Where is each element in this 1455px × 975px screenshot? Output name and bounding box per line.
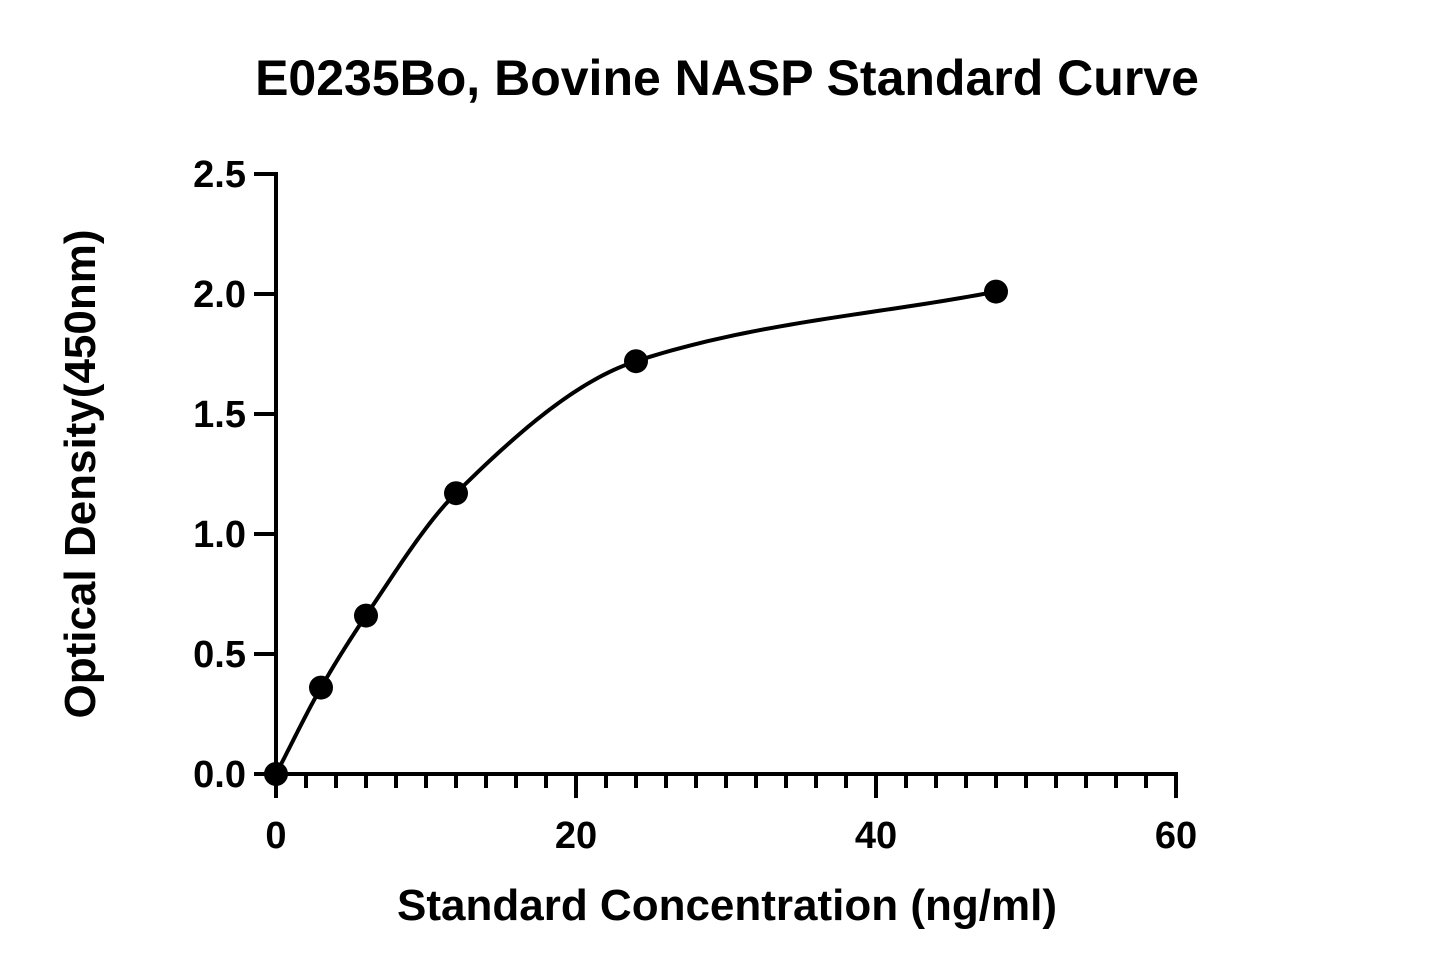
y-axis: 0.0 0.5 1.0 1.5 2.0 2.5 — [193, 154, 278, 796]
y-tick-label: 1.5 — [193, 394, 246, 436]
x-tick-label: 0 — [265, 815, 286, 857]
data-point — [264, 762, 288, 786]
x-tick-label: 40 — [855, 815, 897, 857]
y-tick-label: 2.5 — [193, 154, 246, 196]
x-tick-label: 20 — [555, 815, 597, 857]
plot-area — [264, 279, 1008, 786]
y-tick-label: 2.0 — [193, 274, 246, 316]
chart-title: E0235Bo, Bovine NASP Standard Curve — [255, 50, 1199, 106]
x-tick-label: 60 — [1155, 815, 1197, 857]
y-tick-label: 1.0 — [193, 514, 246, 556]
y-tick-label: 0.0 — [193, 754, 246, 796]
data-point — [309, 675, 333, 700]
data-point — [354, 603, 378, 628]
data-point — [984, 279, 1008, 304]
y-tick-label: 0.5 — [193, 634, 246, 676]
data-point — [444, 481, 468, 506]
x-axis: 0 20 40 60 — [265, 772, 1197, 857]
y-axis-label: Optical Density(450nm) — [56, 229, 105, 718]
x-axis-label: Standard Concentration (ng/ml) — [397, 881, 1057, 930]
fit-curve — [274, 289, 997, 775]
data-point — [624, 349, 648, 374]
